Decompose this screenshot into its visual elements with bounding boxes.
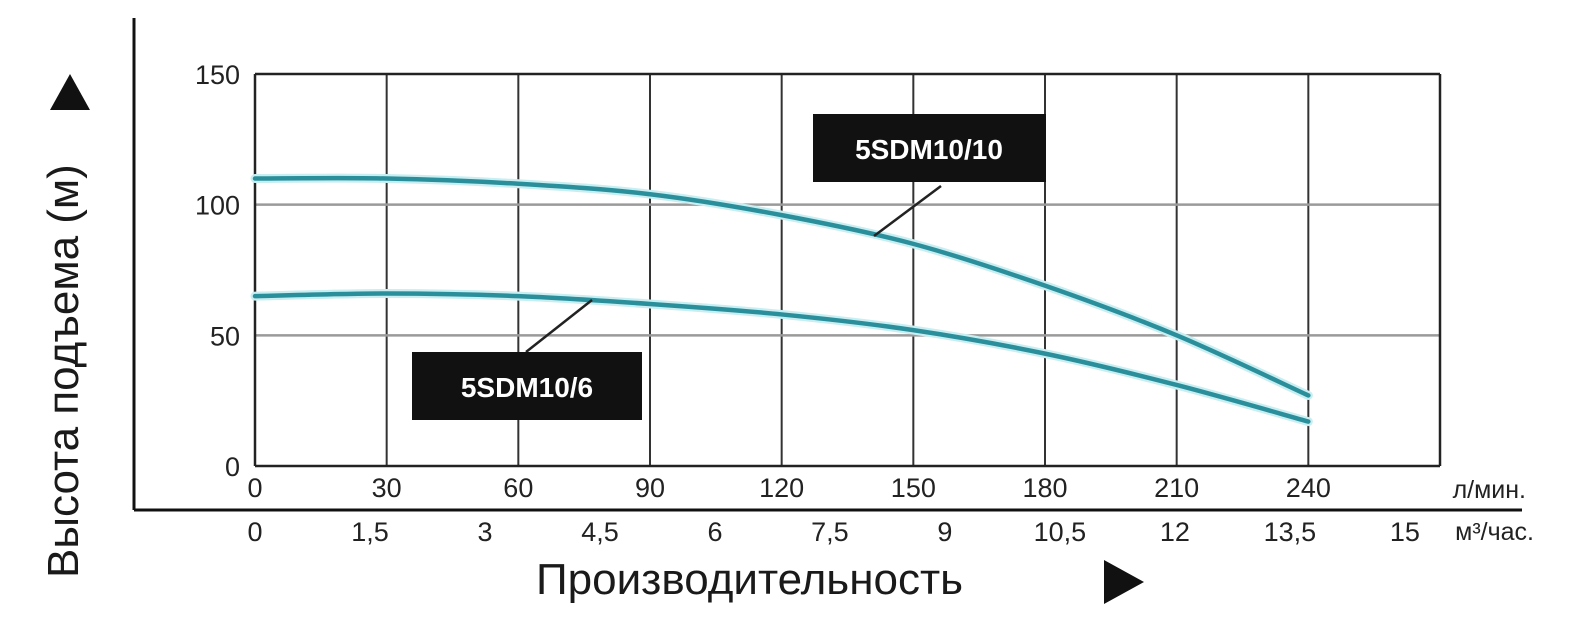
x-secondary-tick-label: 3 bbox=[477, 517, 492, 547]
leader-line bbox=[525, 299, 593, 353]
x-primary-tick-label: 0 bbox=[247, 473, 262, 503]
x-primary-tick-label: 90 bbox=[635, 473, 665, 503]
y-axis-arrow-icon bbox=[50, 74, 90, 110]
y-axis-title: Высота подъема (м) bbox=[39, 164, 88, 578]
series-label-text: 5SDM10/6 bbox=[461, 372, 593, 403]
x-secondary-tick-label: 9 bbox=[937, 517, 952, 547]
series-lines bbox=[250, 173, 1313, 427]
y-tick-label: 100 bbox=[195, 191, 240, 221]
series-line-5SDM10/10 bbox=[252, 175, 1311, 398]
series-label-text: 5SDM10/10 bbox=[855, 134, 1003, 165]
plot-border bbox=[253, 72, 1442, 468]
y-tick-label: 50 bbox=[210, 321, 240, 351]
x-secondary-tick-label: 15 bbox=[1390, 517, 1420, 547]
x-primary-tick-label: 210 bbox=[1154, 473, 1199, 503]
x-secondary-tick-label: 7,5 bbox=[811, 517, 849, 547]
label-box bbox=[813, 114, 1046, 182]
x-secondary-tick-label: 13,5 bbox=[1264, 517, 1317, 547]
y-tick-label: 0 bbox=[225, 452, 240, 482]
x-primary-unit: л/мин. bbox=[1453, 476, 1526, 504]
x-primary-tick-label: 150 bbox=[891, 473, 936, 503]
x-primary-tick-label: 180 bbox=[1022, 473, 1067, 503]
x-primary-tick-label: 120 bbox=[759, 473, 804, 503]
series-label-5sdm10-10: 5SDM10/10 bbox=[813, 114, 1046, 238]
x-secondary-tick-label: 12 bbox=[1160, 517, 1190, 547]
x-secondary-tick-label: 1,5 bbox=[351, 517, 389, 547]
x-axis-arrow-icon bbox=[1104, 560, 1144, 604]
y-axis-title-group: Высота подъема (м) bbox=[39, 164, 88, 578]
x-secondary-unit: м³/час. bbox=[1455, 518, 1534, 546]
x-axis-title: Производительность bbox=[536, 555, 963, 604]
y-tick-label: 150 bbox=[195, 60, 240, 90]
x-secondary-tick-label: 4,5 bbox=[581, 517, 619, 547]
x-primary-tick-label: 60 bbox=[503, 473, 533, 503]
x-primary-tick-label: 30 bbox=[372, 473, 402, 503]
x-secondary-tick-label: 6 bbox=[707, 517, 722, 547]
series-label-5sdm10-6: 5SDM10/6 bbox=[412, 299, 642, 420]
leader-line bbox=[873, 184, 942, 238]
x-primary-tick-label: 240 bbox=[1286, 473, 1331, 503]
x-secondary-tick-label: 10,5 bbox=[1034, 517, 1087, 547]
grid bbox=[255, 74, 1440, 466]
x-secondary-tick-label: 0 bbox=[247, 517, 262, 547]
series-line-5SDM10/6 bbox=[252, 291, 1311, 424]
label-box bbox=[412, 352, 642, 420]
